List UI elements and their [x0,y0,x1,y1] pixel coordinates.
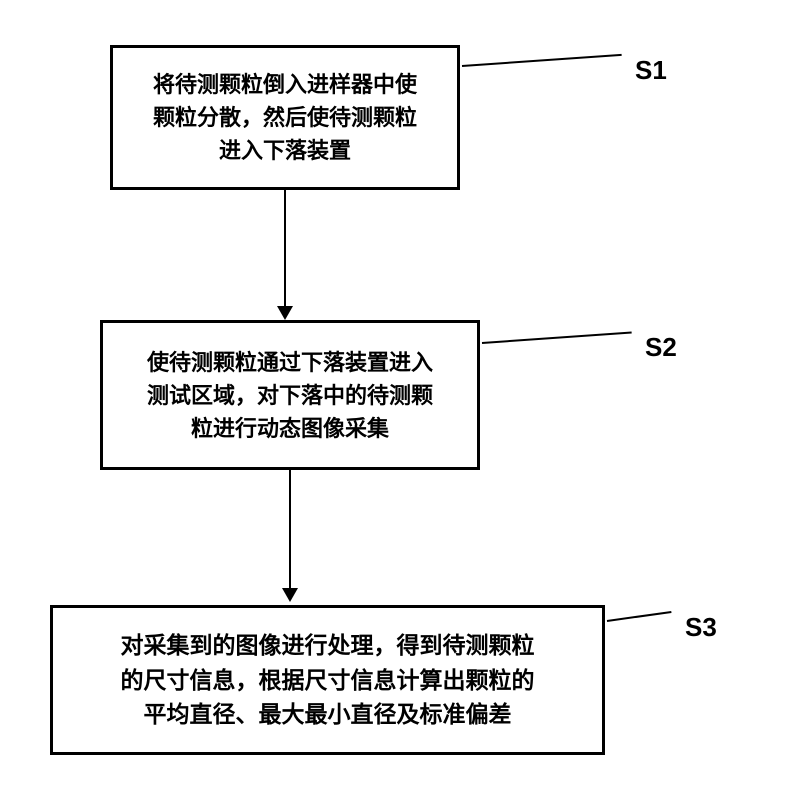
step-label-s1: S1 [635,55,667,86]
arrow-s1-s2-head [277,306,293,320]
flowchart-step-s1: 将待测颗粒倒入进样器中使 颗粒分散，然后使待测颗粒 进入下落装置 [110,45,460,190]
arrow-s1-s2-line [284,190,286,308]
s2-line2: 测试区域，对下落中的待测颗 [147,383,433,408]
s2-line3: 粒进行动态图像采集 [191,416,389,441]
flowchart-step-s3: 对采集到的图像进行处理，得到待测颗粒 的尺寸信息，根据尺寸信息计算出颗粒的 平均… [50,605,605,755]
step-label-s3: S3 [685,612,717,643]
s3-line2: 的尺寸信息，根据尺寸信息计算出颗粒的 [121,667,535,693]
step-s3-text: 对采集到的图像进行处理，得到待测颗粒 的尺寸信息，根据尺寸信息计算出颗粒的 平均… [121,628,535,732]
s3-line3: 平均直径、最大最小直径及标准偏差 [144,701,512,727]
s1-line3: 进入下落装置 [219,138,351,163]
arrow-s2-s3-head [282,588,298,602]
leader-line-s2 [482,332,632,344]
s1-line2: 颗粒分散，然后使待测颗粒 [153,105,417,130]
s1-line1: 将待测颗粒倒入进样器中使 [153,72,417,97]
s2-line1: 使待测颗粒通过下落装置进入 [147,350,433,375]
arrow-s2-s3-line [289,470,291,590]
flowchart-step-s2: 使待测颗粒通过下落装置进入 测试区域，对下落中的待测颗 粒进行动态图像采集 [100,320,480,470]
step-s1-text: 将待测颗粒倒入进样器中使 颗粒分散，然后使待测颗粒 进入下落装置 [153,68,417,167]
s3-line1: 对采集到的图像进行处理，得到待测颗粒 [121,632,535,658]
leader-line-s3 [607,611,672,622]
step-label-s2: S2 [645,332,677,363]
step-s2-text: 使待测颗粒通过下落装置进入 测试区域，对下落中的待测颗 粒进行动态图像采集 [147,346,433,445]
leader-line-s1 [462,54,622,67]
